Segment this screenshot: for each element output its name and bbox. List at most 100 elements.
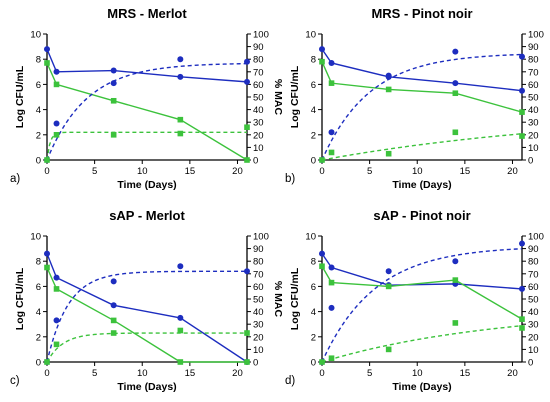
data-point-green-square (328, 279, 335, 286)
data-point-green-square (519, 316, 525, 322)
data-point-blue-circle (328, 304, 335, 311)
y2-tick-label: 90 (528, 244, 539, 255)
x-tick-label: 5 (92, 166, 97, 177)
x-axis-label: Time (Days) (117, 381, 176, 393)
data-point-green-square (519, 109, 525, 115)
data-point-blue-circle (110, 80, 117, 87)
y-tick-label: 10 (30, 232, 41, 243)
data-point-green-square (385, 346, 392, 353)
data-point-green-square (244, 124, 250, 131)
data-point-blue-circle (53, 120, 60, 127)
data-point-green-square (452, 90, 459, 97)
y2-tick-label: 60 (528, 80, 539, 91)
data-point-green-square (519, 133, 525, 139)
series-blue-circle-dashed-line (46, 62, 248, 161)
data-point-green-square (328, 149, 335, 156)
data-point-blue-circle (44, 46, 50, 53)
y2-tick-label: 50 (528, 295, 539, 306)
data-point-blue-circle (452, 258, 459, 265)
data-point-blue-circle (519, 285, 525, 292)
data-point-blue-circle (452, 48, 459, 55)
panel-label: d) (285, 375, 295, 387)
y2-tick-label: 70 (253, 269, 264, 280)
data-point-green-square (244, 157, 250, 163)
y2-axis-label: % MAC (547, 79, 550, 116)
data-point-green-square (177, 116, 184, 123)
series-blue-circle-dashed-line (321, 248, 523, 363)
data-point-blue-circle (519, 240, 525, 247)
x-tick-label: 0 (319, 368, 324, 379)
data-point-blue-circle (53, 68, 60, 75)
chart-panel-3: sAP - Merlotc)02468100102030405060708090… (10, 208, 284, 393)
panel-label: a) (10, 173, 20, 185)
y2-tick-label: 90 (253, 42, 264, 53)
y-tick-label: 6 (36, 282, 41, 293)
data-point-blue-circle (244, 268, 250, 275)
y2-tick-label: 70 (253, 67, 264, 78)
x-tick-label: 0 (319, 166, 324, 177)
y2-tick-label: 20 (253, 332, 264, 343)
series-blue-circle-solid-line (46, 253, 248, 363)
y2-tick-label: 20 (528, 130, 539, 141)
y2-tick-label: 50 (253, 295, 264, 306)
y2-tick-label: 0 (528, 156, 533, 167)
y2-tick-label: 0 (253, 156, 258, 167)
data-point-blue-circle (244, 78, 250, 85)
y2-tick-label: 40 (253, 105, 264, 116)
series-green-square-dashed-line (46, 131, 247, 161)
data-point-green-square (177, 130, 184, 137)
series-blue-circle-solid-line (46, 48, 248, 83)
y2-tick-label: 40 (528, 105, 539, 116)
data-point-green-square (110, 132, 117, 138)
data-point-blue-circle (328, 129, 335, 136)
y-axis-label: Log CFU/mL (289, 65, 301, 128)
y2-tick-label: 80 (253, 257, 264, 268)
x-tick-label: 0 (44, 166, 49, 177)
y2-tick-label: 70 (528, 67, 539, 78)
series-green-square-dashed-line (321, 325, 523, 363)
data-point-green-square (53, 81, 60, 88)
y2-tick-label: 30 (528, 118, 539, 129)
data-point-blue-circle (177, 314, 184, 321)
data-point-green-square (319, 157, 325, 163)
data-point-blue-circle (385, 72, 392, 79)
y-tick-label: 6 (311, 282, 316, 293)
y-tick-label: 2 (311, 332, 316, 343)
y-axis-label: Log CFU/mL (14, 267, 26, 330)
x-tick-label: 20 (507, 368, 518, 379)
y2-tick-label: 40 (528, 307, 539, 318)
x-tick-label: 15 (460, 368, 471, 379)
y-tick-label: 4 (311, 307, 316, 318)
y2-tick-label: 30 (253, 118, 264, 129)
y2-tick-label: 0 (528, 358, 533, 369)
y2-tick-label: 60 (253, 282, 264, 293)
y2-tick-label: 80 (253, 55, 264, 66)
y2-tick-label: 50 (528, 93, 539, 104)
x-axis-label: Time (Days) (117, 179, 176, 191)
y2-tick-label: 10 (528, 345, 539, 356)
data-point-green-square (385, 86, 392, 93)
y-tick-label: 8 (311, 55, 316, 66)
x-tick-label: 15 (185, 166, 196, 177)
data-point-green-square (385, 150, 392, 157)
y2-tick-label: 80 (528, 55, 539, 66)
data-point-green-square (452, 129, 459, 136)
y-tick-label: 0 (36, 358, 41, 369)
data-point-blue-circle (53, 317, 60, 324)
x-tick-label: 10 (137, 166, 148, 177)
data-point-green-square (385, 283, 392, 290)
x-tick-label: 20 (232, 368, 243, 379)
x-tick-label: 5 (367, 368, 372, 379)
y2-tick-label: 90 (528, 42, 539, 53)
y2-tick-label: 0 (253, 358, 258, 369)
y2-tick-label: 20 (253, 130, 264, 141)
chart-panel-1: MRS - Merlota)02468100102030405060708090… (10, 6, 284, 191)
y-tick-label: 0 (36, 156, 41, 167)
y2-tick-label: 70 (528, 269, 539, 280)
y2-tick-label: 20 (528, 332, 539, 343)
data-point-green-square (177, 327, 184, 334)
data-point-green-square (452, 277, 459, 283)
y2-tick-label: 100 (253, 30, 269, 41)
y-tick-label: 6 (36, 80, 41, 91)
x-tick-label: 15 (460, 166, 471, 177)
